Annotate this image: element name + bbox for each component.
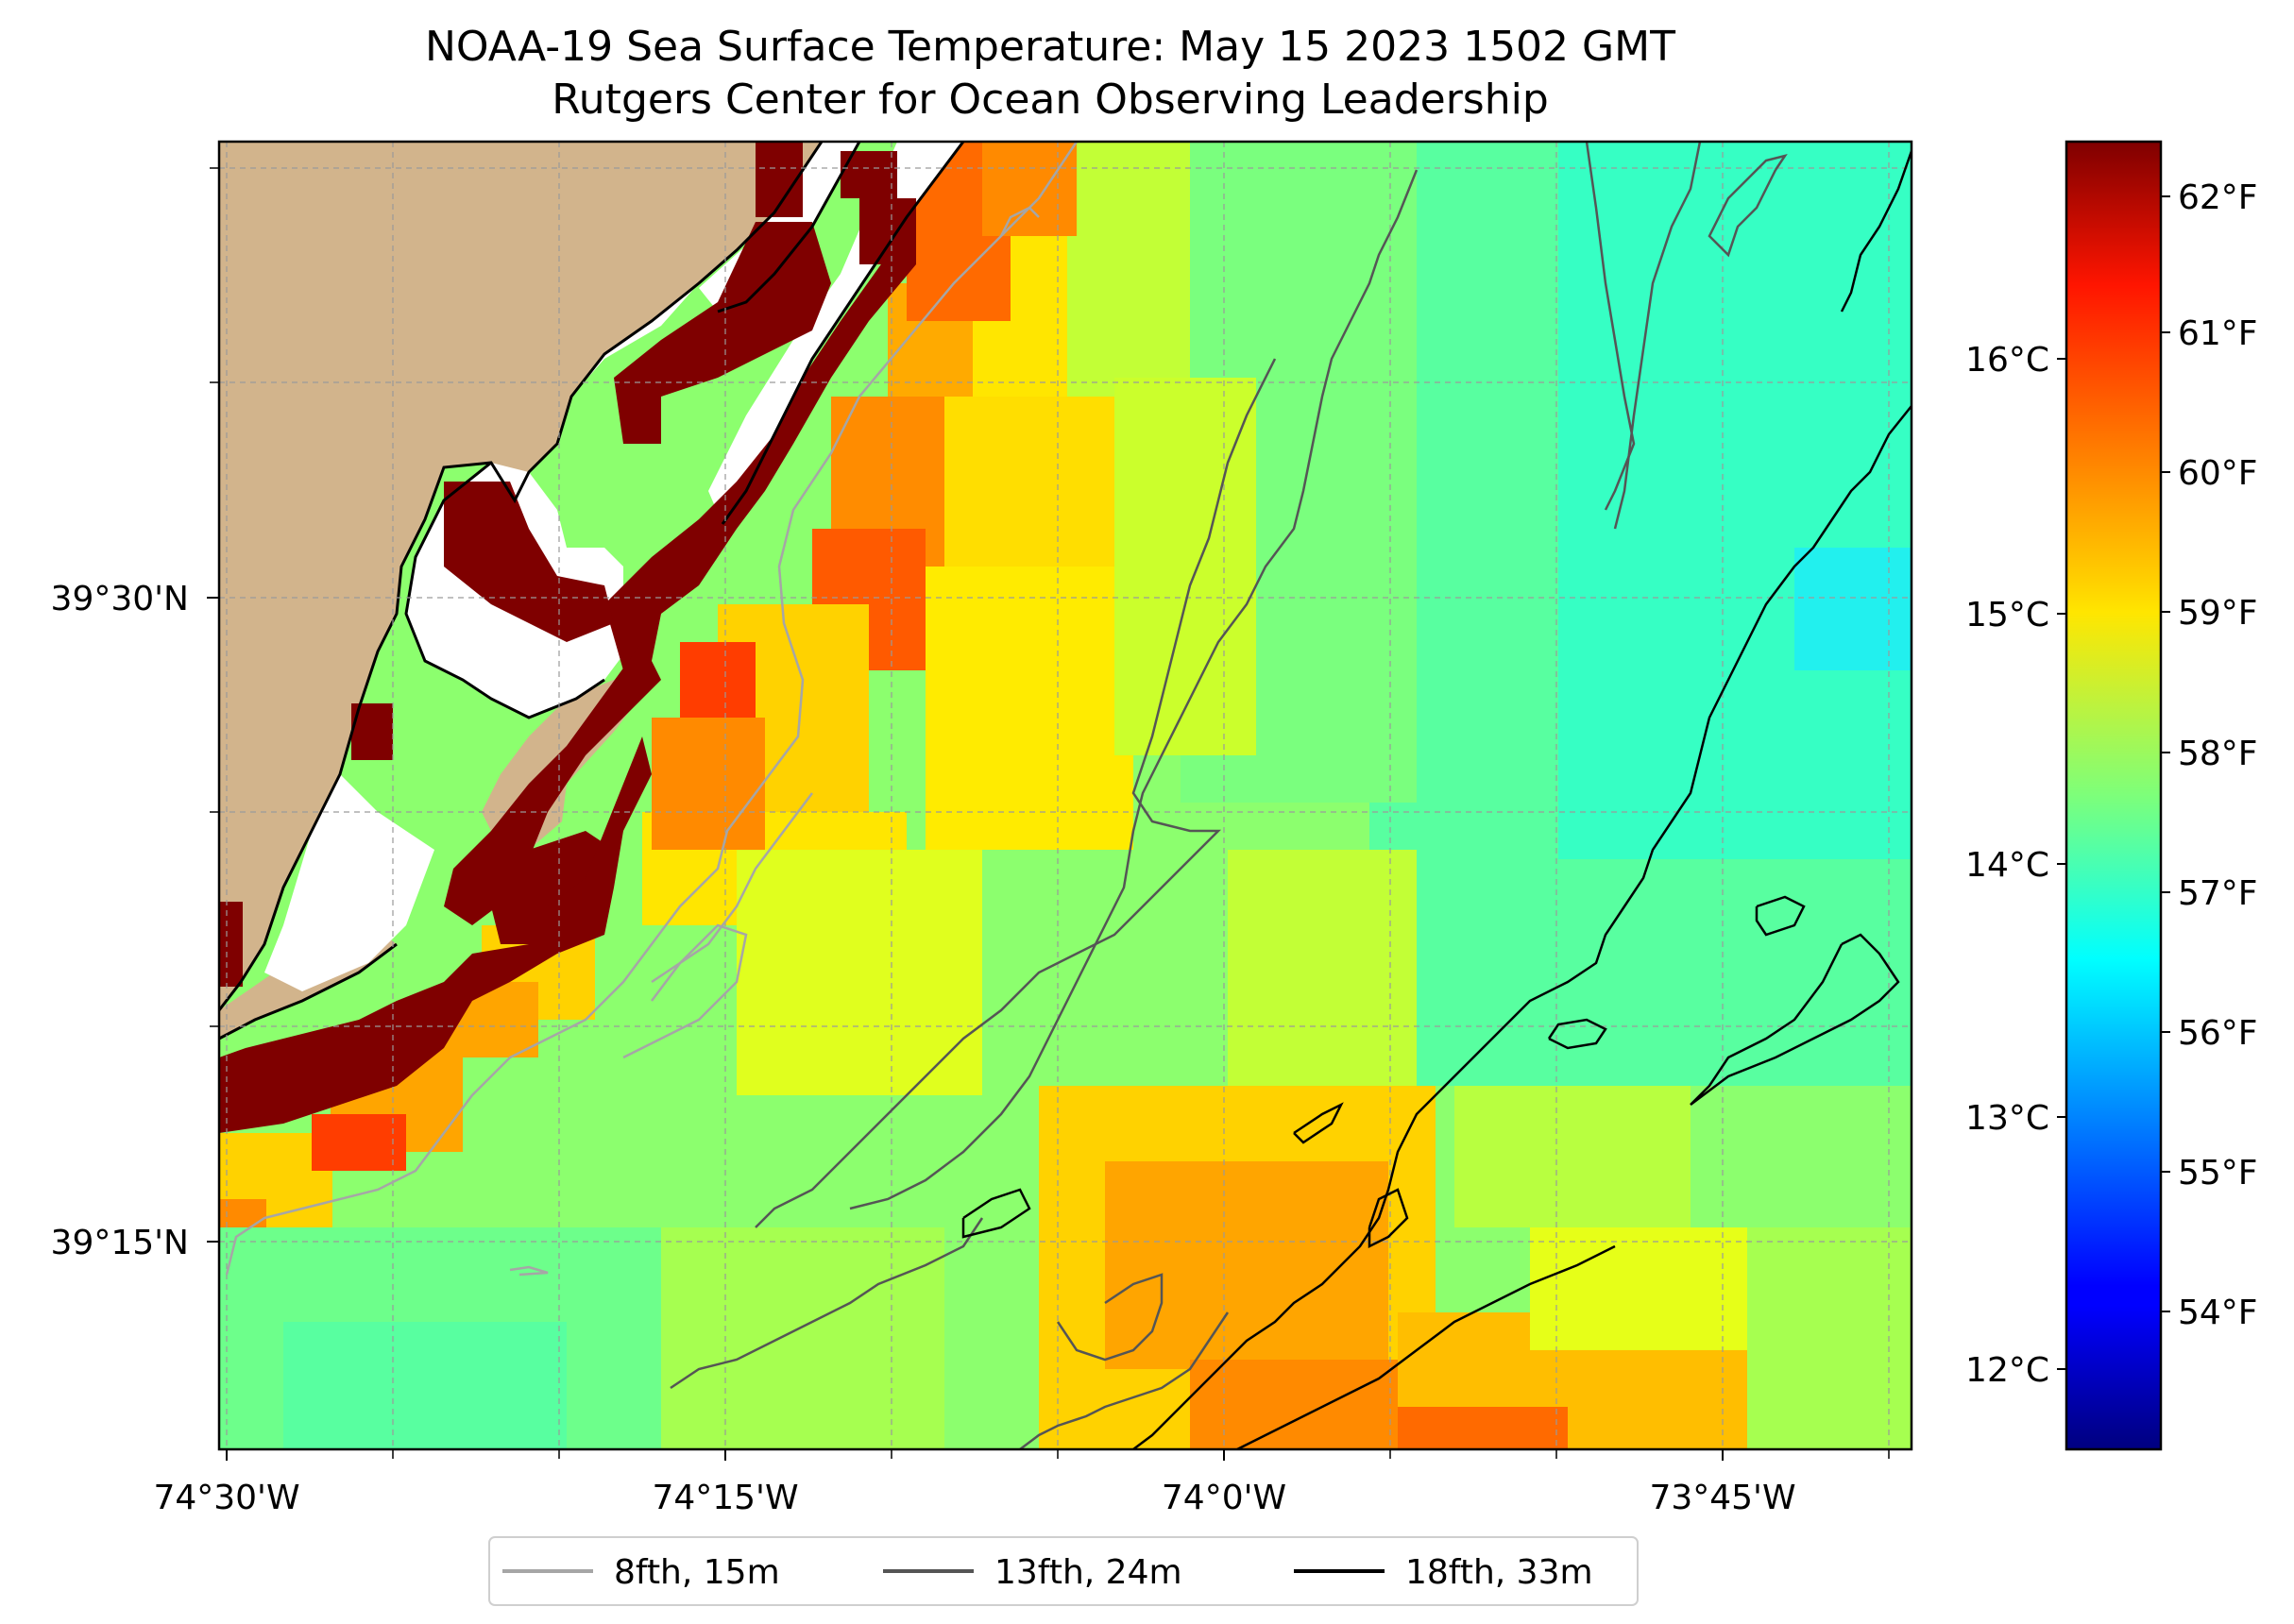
isobath-13fth (670, 142, 1788, 1449)
sst-cell (1114, 378, 1256, 755)
no-data-gap (571, 283, 699, 397)
isobath-line (1755, 895, 1806, 937)
sst-cell (1454, 1086, 1691, 1227)
fahrenheit-tick-label: 57°F (2178, 874, 2258, 913)
isobath-line (225, 142, 1079, 1276)
sst-cell (1228, 850, 1417, 1114)
no-data-gap (264, 774, 434, 991)
isobath-18fth (961, 150, 1912, 1449)
isobath-line (755, 358, 1277, 1228)
masked-pixels (219, 142, 916, 1133)
fahrenheit-tick-label: 58°F (2178, 735, 2258, 773)
sst-field (219, 142, 1912, 1449)
sst-cell (652, 718, 765, 850)
isobath-line (961, 1188, 1031, 1239)
fahrenheit-tick-label: 54°F (2178, 1294, 2258, 1332)
map-frame (217, 140, 1913, 1451)
coastline-bay (404, 461, 605, 719)
fahrenheit-ticks: 62°F 61°F 60°F 59°F 58°F 57°F 56°F 55°F … (2161, 178, 2258, 1332)
fahrenheit-tick-label: 55°F (2178, 1154, 2258, 1193)
sst-cell (283, 1322, 567, 1449)
celsius-tick-label: 12°C (1965, 1351, 2049, 1390)
coastline-barrier (721, 142, 965, 525)
isobath-line (1547, 1018, 1607, 1050)
no-data-gap (708, 142, 963, 524)
fahrenheit-tick-label: 60°F (2178, 454, 2258, 493)
sst-cell (1530, 1227, 1747, 1350)
fahrenheit-tick-label: 59°F (2178, 594, 2258, 633)
celsius-tick-label: 14°C (1965, 846, 2049, 885)
fahrenheit-tick-label: 56°F (2178, 1014, 2258, 1053)
lat-axis: 39°30'N 39°15'N (51, 167, 219, 1262)
isobath-line (1019, 1311, 1230, 1449)
lat-tick-label: 39°15'N (51, 1224, 189, 1262)
colorbar-gradient (2065, 140, 2163, 1451)
lon-tick-label: 73°45'W (1649, 1479, 1795, 1517)
isobath-line (1132, 405, 1912, 1449)
masked-pixel (219, 902, 243, 987)
lon-tick-label: 74°0'W (1162, 1479, 1286, 1517)
isobath-8fth (225, 142, 1079, 1277)
masked-pixel (444, 642, 661, 925)
coastline-inner (717, 142, 861, 313)
isobath-line (622, 923, 748, 1059)
coastline-main (219, 142, 824, 1011)
isobath-line (1840, 150, 1912, 313)
lon-axis: 74°30'W 74°15'W 74°0'W 73°45'W (153, 1449, 1890, 1517)
legend-label-18fth: 18fth, 33m (1405, 1553, 1593, 1592)
isobath-line (509, 1265, 549, 1277)
isobath-line (1236, 1244, 1616, 1449)
sst-cell (982, 142, 1077, 236)
lat-tick-label: 39°30'N (51, 580, 189, 618)
isobath-line (999, 206, 1040, 237)
colorbar: 16°C 15°C 14°C 13°C 12°C 62°F 61°F 60°F … (1965, 140, 2258, 1451)
land-mass (219, 142, 822, 1010)
isobath-line (1056, 1273, 1164, 1362)
masked-pixel (859, 198, 916, 264)
legend: 8fth, 15m 13fth, 24m 18fth, 33m (488, 1536, 1639, 1606)
sst-cell (926, 567, 1133, 850)
celsius-tick-label: 15°C (1965, 596, 2049, 634)
sst-cell (1747, 1227, 1912, 1449)
isobath-line (1293, 1102, 1344, 1144)
title-line-2: Rutgers Center for Ocean Observing Leade… (552, 76, 1549, 124)
legend-label-13fth: 13fth, 24m (994, 1553, 1182, 1592)
sst-cell (661, 1227, 944, 1449)
title-line-1: NOAA-19 Sea Surface Temperature: May 15 … (425, 23, 1675, 71)
sst-cell (1398, 1407, 1568, 1449)
lon-tick-label: 74°15'W (652, 1479, 798, 1517)
fahrenheit-tick-label: 61°F (2178, 314, 2258, 353)
sst-cell (1794, 548, 1912, 670)
sst-cell (680, 642, 756, 718)
gridlines (219, 142, 1912, 1449)
isobath-line (1690, 933, 1900, 1106)
masked-pixel (219, 736, 652, 1133)
fahrenheit-tick-label: 62°F (2178, 178, 2258, 217)
sst-cell (312, 1114, 406, 1171)
sst-cell (737, 850, 982, 1095)
isobath-line (1613, 142, 1702, 530)
isobath-line (849, 169, 1419, 1210)
sst-cell (944, 397, 1133, 567)
celsius-ticks: 16°C 15°C 14°C 13°C 12°C (1965, 341, 2066, 1390)
masked-pixel (614, 222, 831, 444)
sst-cell (1105, 1161, 1388, 1369)
masked-pixel (444, 482, 614, 642)
legend-box (488, 1536, 1639, 1606)
legend-label-8fth: 8fth, 15m (614, 1553, 780, 1592)
lon-tick-label: 74°30'W (153, 1479, 299, 1517)
celsius-tick-label: 16°C (1965, 341, 2049, 380)
isobath-line (1585, 142, 1636, 511)
isobath-line (1368, 1188, 1409, 1249)
sst-cell (1558, 142, 1912, 859)
isobath-line (670, 1217, 984, 1390)
celsius-tick-label: 13°C (1965, 1099, 2049, 1138)
map-panel (219, 142, 1912, 1449)
isobath-line (1708, 154, 1788, 258)
